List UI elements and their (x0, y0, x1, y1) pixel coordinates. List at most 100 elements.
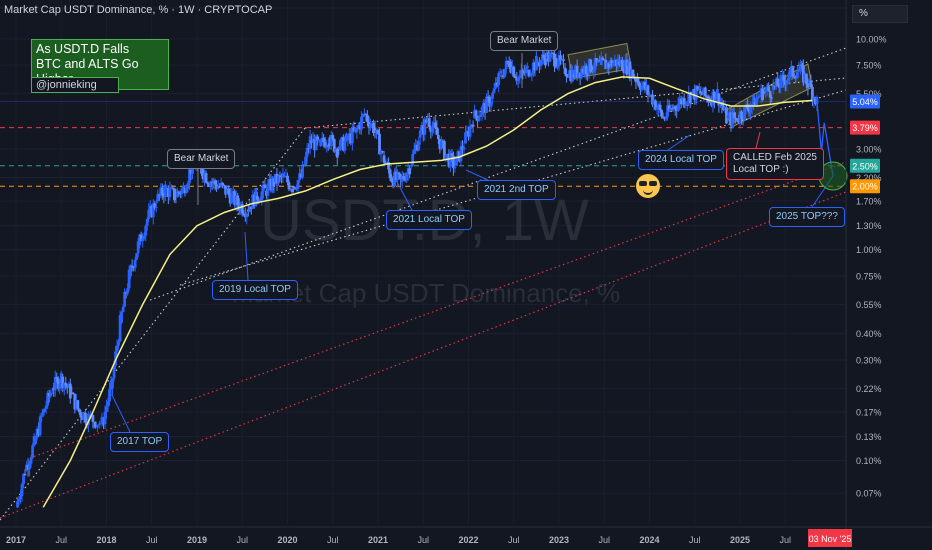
candle-body (527, 70, 531, 77)
candle-body (334, 148, 338, 152)
candle-body (752, 95, 755, 104)
candle-body (357, 125, 360, 129)
scale-percent-button[interactable]: % (852, 5, 908, 23)
x-tick-label: 2018 (96, 535, 116, 545)
candle-body (486, 96, 490, 98)
candle-body (536, 62, 540, 64)
candle-body (616, 58, 620, 66)
candle-body (98, 423, 102, 425)
candle-body (215, 184, 219, 189)
candle-body (516, 78, 520, 81)
price-axis[interactable]: 14.00%10.00%7.50%5.50%3.00%2.20%1.70%1.3… (845, 0, 887, 550)
candle-body (445, 153, 449, 156)
candle-body (379, 151, 383, 155)
candle-body (391, 177, 395, 187)
candle-body (759, 88, 763, 97)
candle-body (415, 144, 419, 151)
candle-body (687, 92, 691, 102)
candle-body (664, 116, 668, 119)
candle-body (151, 203, 155, 218)
candle-body (498, 71, 502, 73)
candle-body (808, 80, 811, 83)
candle-body (233, 191, 237, 205)
candle-body (645, 85, 648, 89)
candle-body (402, 176, 406, 179)
candle-body (366, 115, 369, 122)
candle-body (566, 76, 570, 78)
candle-body (455, 156, 458, 166)
candle-body (148, 205, 152, 210)
candle-body (703, 87, 707, 96)
candle-body (79, 411, 83, 418)
candle-body (382, 155, 386, 163)
candle-body (249, 206, 253, 209)
candle-body (617, 61, 621, 65)
candle-body (266, 183, 270, 196)
candle-body (599, 57, 603, 66)
candle-body (553, 53, 556, 67)
candle-body (771, 85, 775, 91)
candle-body (560, 59, 564, 61)
candle-body (326, 145, 330, 147)
candle-body (141, 238, 145, 242)
price-label: 2.00% (852, 182, 878, 192)
candle-body (411, 153, 415, 166)
candle-body (649, 94, 653, 96)
candle-body (685, 101, 689, 104)
candle-body (277, 175, 280, 184)
candle-body (788, 69, 792, 78)
label-2024-local-top: 2024 Local TOP (638, 150, 724, 170)
candle-body (639, 86, 642, 91)
candle-body (118, 315, 122, 342)
candle-body (676, 103, 680, 111)
candle-body (654, 100, 657, 110)
callout-line-1: As USDT.D Falls (36, 42, 130, 56)
candle-body (93, 421, 97, 428)
candle-body (557, 55, 561, 67)
candle-body (449, 153, 452, 167)
candle-body (369, 124, 372, 128)
candle-body (56, 378, 60, 389)
candle-body (44, 405, 48, 409)
y-tick-label: 0.75% (856, 272, 882, 282)
candle-body (646, 85, 650, 95)
candle-body (325, 145, 329, 148)
x-tick-label: Jul (55, 535, 67, 545)
candle-body (112, 365, 116, 379)
candle-body (20, 484, 24, 496)
candle-body (396, 172, 400, 181)
candle-body (538, 62, 541, 67)
candle-body (648, 94, 651, 96)
chart-title: Market Cap USDT Dominance, % · 1W · CRYP… (4, 4, 273, 16)
candle-body (423, 119, 427, 135)
candle-body (663, 118, 667, 120)
candle-body (314, 136, 318, 151)
candle-body (74, 400, 78, 410)
time-axis[interactable]: 2017 Jul 2018 Jul 2019 Jul 2020 Jul 2021 Jul 2022 J… (0, 526, 932, 547)
candle-body (444, 155, 448, 160)
candle-body (175, 191, 179, 198)
candle-body (47, 392, 51, 397)
candle-body (510, 66, 514, 73)
candle-body (311, 138, 315, 144)
candle-body (798, 64, 802, 69)
candle-body (785, 80, 789, 85)
candle-body (568, 70, 571, 78)
candle-body (545, 52, 549, 57)
candle-body (201, 169, 205, 180)
price-label: 3.79% (852, 123, 878, 133)
candle-body (779, 75, 783, 88)
candle-body (804, 73, 808, 84)
trendline-steep (0, 127, 306, 521)
candle-body (777, 86, 781, 88)
x-tick-label: 2022 (458, 535, 478, 545)
candle-body (627, 61, 630, 67)
candle-body (610, 60, 614, 67)
y-tick-label: 0.17% (856, 407, 882, 417)
candle-body (544, 58, 547, 66)
candle-body (67, 383, 71, 388)
trendline-red-upper (29, 161, 847, 459)
candle-body (699, 91, 703, 94)
candle-body (414, 144, 418, 150)
